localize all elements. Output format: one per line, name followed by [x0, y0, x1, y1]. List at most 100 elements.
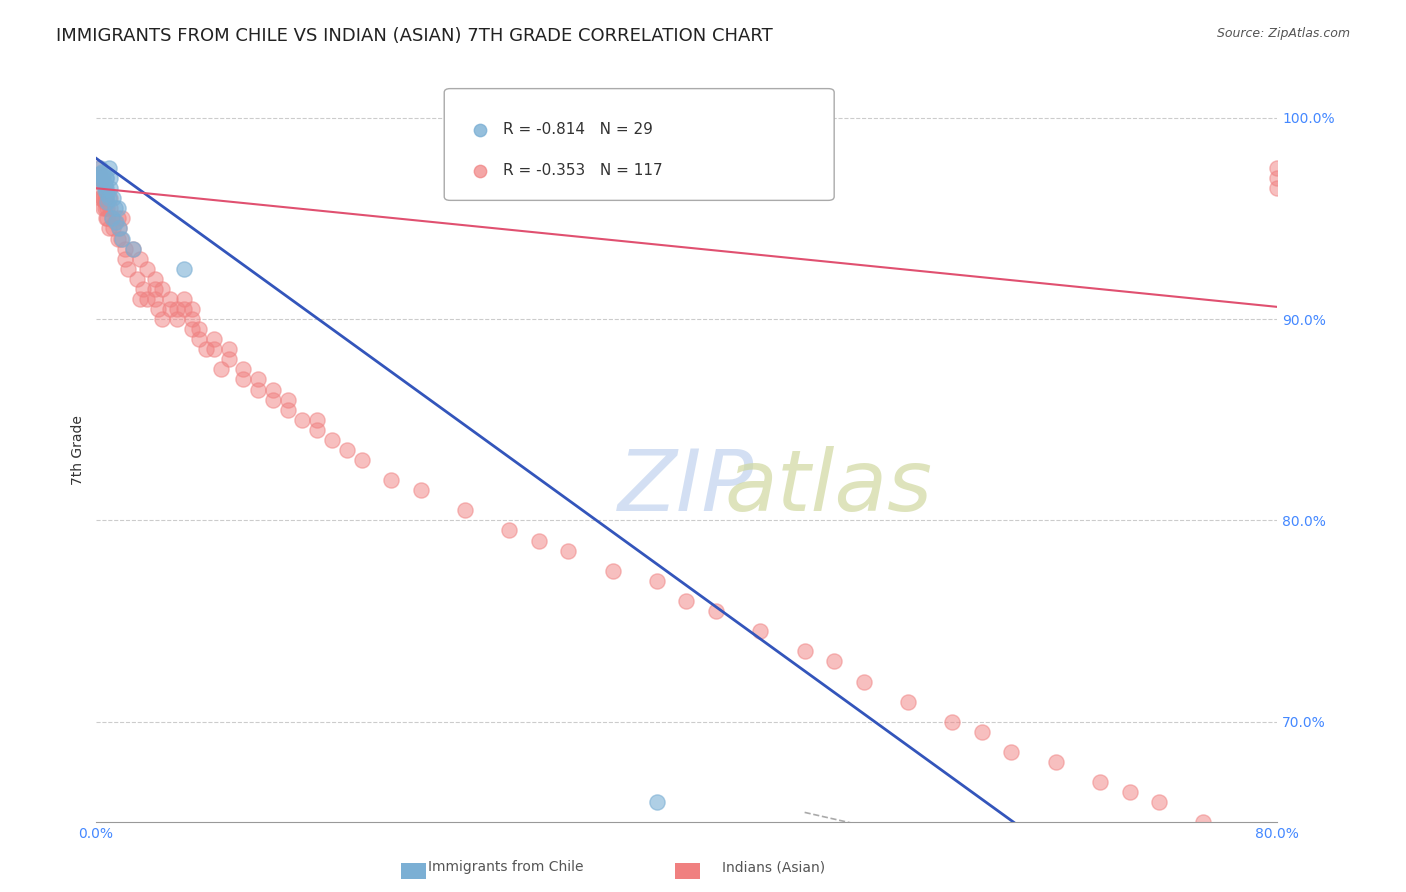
Point [232, 362, 254, 376]
Point [114, 252, 136, 266]
Point [675, 594, 697, 608]
Point [94, 171, 117, 186]
Point [87, 171, 110, 186]
Point [89, 161, 111, 175]
Point [1000, 745, 1022, 759]
Point [96, 195, 118, 210]
Point [93, 183, 115, 197]
Point [336, 442, 359, 457]
Point [1281, 171, 1303, 186]
Text: ZIP: ZIP [619, 446, 755, 529]
Point [121, 242, 143, 256]
Point [1340, 181, 1362, 195]
Point [104, 202, 127, 216]
Point [897, 695, 920, 709]
Point [93, 195, 115, 210]
Point [107, 211, 129, 226]
Point [173, 261, 195, 276]
Point [89, 191, 111, 205]
Point [87, 167, 110, 181]
Point [564, 252, 586, 266]
Point [180, 312, 202, 326]
Point [1147, 795, 1170, 809]
Text: Immigrants from Chile: Immigrants from Chile [429, 860, 583, 874]
Point [91, 202, 114, 216]
Point [350, 453, 373, 467]
Point [89, 167, 111, 181]
Point [1265, 181, 1288, 195]
Point [166, 312, 188, 326]
Point [89, 175, 111, 189]
Y-axis label: 7th Grade: 7th Grade [72, 415, 86, 485]
Point [94, 181, 117, 195]
Point [704, 604, 727, 618]
Point [1295, 181, 1317, 195]
Point [86, 171, 108, 186]
Point [173, 301, 195, 316]
Point [645, 795, 668, 809]
Point [454, 503, 477, 517]
Point [180, 322, 202, 336]
Point [1310, 191, 1333, 205]
Point [1192, 815, 1215, 830]
Point [645, 574, 668, 588]
Point [173, 292, 195, 306]
Point [202, 332, 225, 346]
Point [121, 242, 143, 256]
Text: atlas: atlas [724, 446, 932, 529]
Point [108, 221, 131, 235]
Point [94, 211, 117, 226]
Point [105, 215, 128, 229]
Point [1369, 171, 1392, 186]
Point [291, 413, 314, 427]
Point [90, 171, 112, 186]
Point [146, 301, 169, 316]
Point [114, 242, 136, 256]
Point [1265, 161, 1288, 175]
Point [749, 624, 772, 639]
Point [188, 332, 211, 346]
Point [117, 261, 139, 276]
Point [941, 714, 963, 729]
Point [793, 644, 815, 658]
Point [107, 231, 129, 245]
Point [409, 483, 432, 498]
Point [93, 191, 115, 205]
Point [101, 211, 124, 226]
Point [1236, 825, 1258, 839]
Point [307, 423, 329, 437]
Point [150, 282, 173, 296]
Point [90, 191, 112, 205]
Text: IMMIGRANTS FROM CHILE VS INDIAN (ASIAN) 7TH GRADE CORRELATION CHART: IMMIGRANTS FROM CHILE VS INDIAN (ASIAN) … [56, 27, 773, 45]
Point [321, 433, 343, 447]
Point [132, 282, 155, 296]
Point [166, 301, 188, 316]
FancyBboxPatch shape [444, 88, 834, 201]
Point [247, 372, 270, 386]
Point [1118, 785, 1140, 799]
Point [129, 292, 152, 306]
Point [564, 362, 586, 376]
Point [97, 191, 120, 205]
Point [1384, 191, 1406, 205]
Point [97, 221, 120, 235]
Point [498, 524, 520, 538]
Point [218, 343, 240, 357]
Point [90, 169, 112, 183]
Point [150, 312, 173, 326]
Point [104, 215, 127, 229]
Point [307, 413, 329, 427]
Point [852, 674, 875, 689]
Point [970, 724, 993, 739]
Point [91, 175, 114, 189]
Text: Source: ZipAtlas.com: Source: ZipAtlas.com [1216, 27, 1350, 40]
Point [94, 171, 117, 186]
Point [101, 211, 124, 226]
Point [1045, 755, 1067, 769]
Point [1265, 171, 1288, 186]
Point [93, 179, 115, 194]
Point [527, 533, 550, 548]
Point [108, 221, 131, 235]
Point [232, 372, 254, 386]
Point [202, 343, 225, 357]
